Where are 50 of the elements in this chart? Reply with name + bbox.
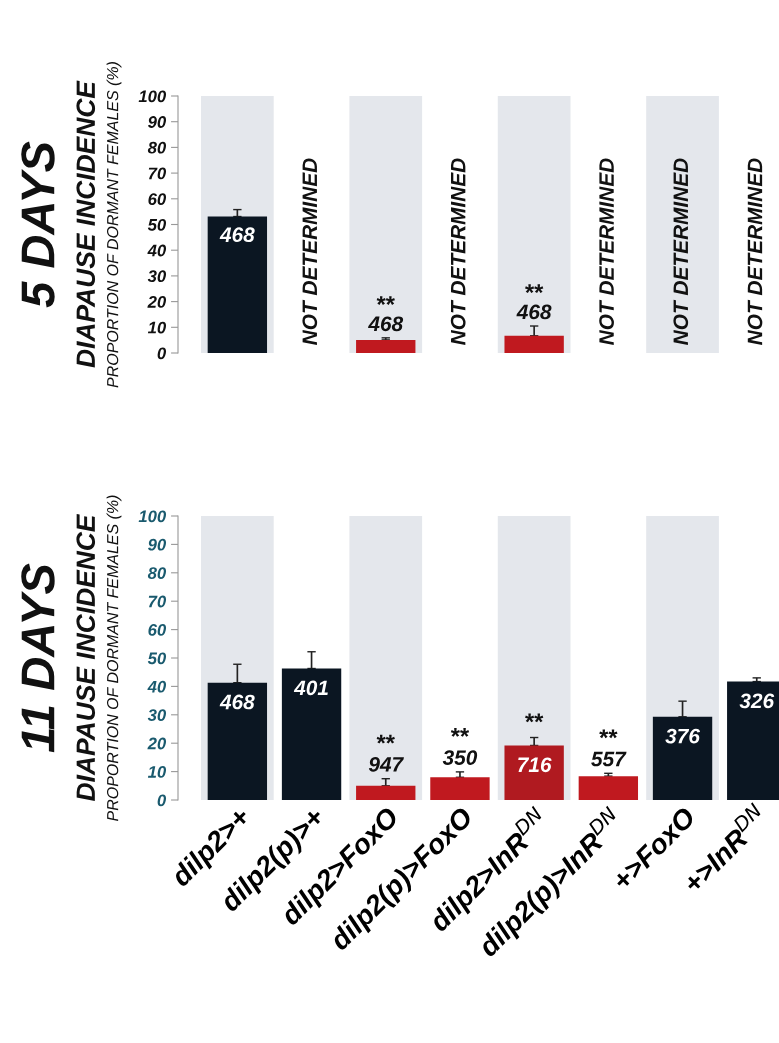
y-tick-label: 70: [148, 167, 167, 180]
y-tick-label: 90: [148, 116, 167, 128]
annotation: **: [376, 734, 395, 744]
y-tick-label: 40: [147, 244, 167, 257]
y-axis-title: DIAPAUSE INCIDENCE: [76, 513, 96, 801]
y-tick-label: 100: [138, 90, 167, 103]
y-tick-label: 10: [147, 321, 167, 334]
annotation: NOT DETERMINED: [747, 158, 763, 345]
annotation: NOT DETERMINED: [450, 158, 466, 345]
annotation: **: [450, 728, 470, 737]
y-tick-label: 50: [147, 218, 167, 231]
y-tick-label: 60: [148, 624, 167, 636]
y-tick-label: 10: [147, 766, 167, 778]
annotation: **: [525, 284, 544, 294]
text: PROPORTION OF DORMANT FEMALES (%): [106, 495, 122, 821]
annotation: NOT DETERMINED: [673, 158, 689, 345]
annotation: 468: [368, 316, 404, 332]
y-tick-label: 30: [147, 270, 167, 283]
y-tick-label: 70: [148, 595, 167, 608]
y-tick-label: 20: [147, 737, 167, 750]
text: 11 DAYS: [21, 563, 55, 753]
text: 5 DAYS: [21, 141, 55, 308]
y-tick-label: 100: [138, 510, 167, 523]
annotation: **: [525, 713, 544, 723]
annotation: 468: [219, 694, 255, 710]
annotation: NOT DETERMINED: [302, 158, 318, 345]
annotation: **: [376, 296, 395, 305]
y-tick-label: 20: [147, 296, 167, 308]
annotation: 468: [219, 227, 255, 243]
y-tick-label: 60: [148, 193, 167, 205]
annotation: NOT DETERMINED: [599, 158, 614, 345]
y-tick-label: 40: [147, 680, 167, 693]
annotation: 376: [665, 728, 701, 744]
y-tick-label: 90: [148, 538, 167, 551]
annotation: 350: [442, 750, 478, 765]
annotation: **: [599, 729, 618, 739]
annotation: 947: [368, 756, 404, 772]
annotation: 401: [293, 680, 328, 696]
y-tick-label: 0: [157, 347, 167, 360]
annotation: 326: [739, 693, 775, 709]
y-axis-title: DIAPAUSE INCIDENCE: [76, 80, 96, 368]
annotation: 557: [591, 751, 627, 767]
text: PROPORTION OF DORMANT FEMALES (%): [106, 62, 122, 388]
y-tick-label: 50: [147, 652, 167, 665]
y-tick-label: 80: [147, 567, 167, 579]
y-tick-label: 0: [157, 794, 167, 807]
y-tick-label: 80: [147, 141, 167, 154]
annotation: 716: [518, 757, 552, 773]
y-tick-label: 30: [147, 709, 167, 721]
annotation: 468: [516, 304, 552, 320]
